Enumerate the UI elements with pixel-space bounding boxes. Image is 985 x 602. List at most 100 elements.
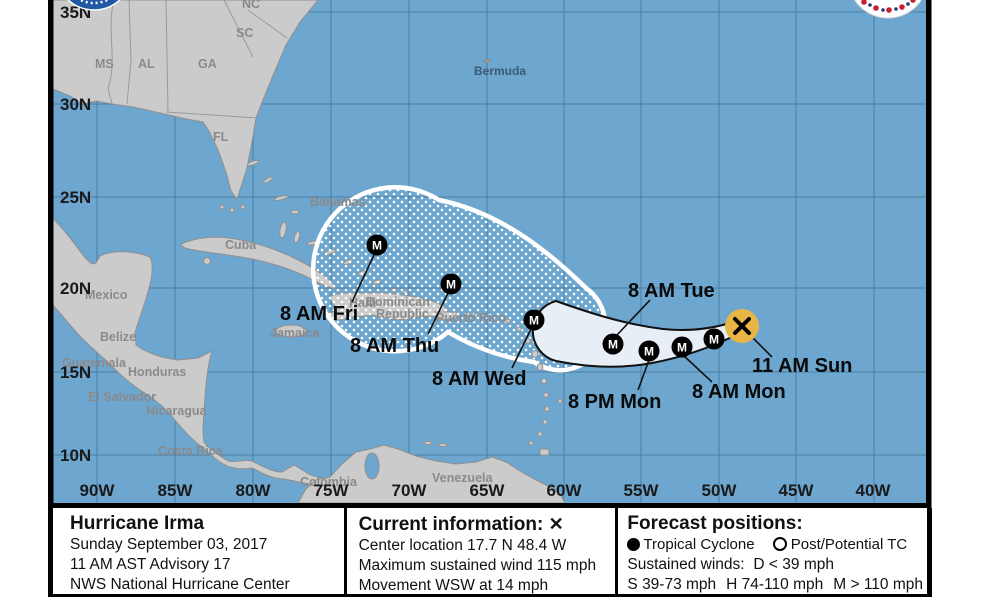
wind-categories-row: S 39-73 mph H 74-110 mph M > 110 mph [627,575,923,595]
legend-tropical-cyclone: Tropical Cyclone [643,536,755,553]
lon-label-80w: 80W [236,481,272,500]
land-isle-of-youth [203,257,211,265]
place-label-el-salvador: El Salvador [88,390,156,404]
place-label-nc: NC [242,0,260,11]
storm-summary-panel: Hurricane Irma Sunday September 03, 2017… [53,508,347,594]
map-frame [48,0,932,509]
track-label-8am-thu: 8 AM Thu [350,335,439,357]
lon-label-65w: 65W [470,481,506,500]
current-center-location: Center location 17.7 N 48.4 W [358,537,567,554]
nhc-logo [854,0,922,19]
lon-label-75w: 75W [314,481,350,500]
place-label-al: AL [138,57,155,71]
marker-letter: M [709,333,719,347]
wind-category-d: D < 39 mph [753,556,834,573]
track-label-8pm-mon: 8 PM Mon [568,391,661,413]
place-label-fl: FL [213,130,229,144]
land-jamaica [275,324,307,338]
marker-letter: M [372,239,382,253]
place-label-cuba: Cuba [225,238,257,252]
land-south-america [297,444,566,503]
land-united-states [53,0,319,201]
lat-label-10n: 10N [60,446,91,465]
forecast-positions-header: Forecast positions: [627,513,803,534]
current-max-wind: Maximum sustained wind 115 mph [358,557,597,574]
place-label-republic: Republic [376,307,429,321]
track-label-8am-fri: 8 AM Fri [280,303,358,325]
info-bar: Hurricane Irma Sunday September 03, 2017… [48,508,932,597]
wind-category-m: M > 110 mph [833,576,923,593]
forecast-marker-near-current: M [703,328,725,350]
maracaibo-lake [364,452,380,480]
place-label-bahamas: Bahamas [310,195,366,209]
place-label-haiti: Haiti [349,296,376,310]
lat-label-30n: 30N [60,95,91,114]
place-label-honduras: Honduras [128,365,186,379]
wind-category-s: S 39-73 mph [627,576,717,593]
lat-label-20n: 20N [60,279,91,298]
lesser-antilles-west-islands [423,441,550,456]
forecast-marker-wed: M [523,309,545,331]
wind-category-h: H 74-110 mph [726,576,824,593]
place-label-guatemala: Guatemala [62,356,127,370]
lon-label-85w: 85W [158,481,194,500]
forecast-marker-thu: M [440,273,462,295]
marker-letter: M [677,341,687,355]
place-label-venezuela: Venezuela [432,471,493,485]
place-label-ga: GA [198,57,217,71]
tropical-cyclone-icon [627,538,641,551]
place-label-jamaica: Jamaica [270,326,320,340]
track-leader-lines [351,254,773,391]
place-label-colombia: Colombia [300,475,358,489]
storm-agency: NWS National Hurricane Center [70,576,290,593]
place-label-mexico: Mexico [85,288,128,302]
current-position-x-icon [733,317,751,335]
lon-label-70w: 70W [392,481,428,500]
lon-label-90w: 90W [80,481,116,500]
legend-post-potential-tc: Post/Potential TC [790,536,908,553]
land-bermuda [483,58,491,64]
post-potential-tc-icon [772,537,787,551]
track-label-8am-tue: 8 AM Tue [628,280,715,302]
place-label-costa-rica: Costa Rica [158,444,224,458]
forecast-marker-8pm-mon: M [638,340,660,362]
place-label-belize: Belize [100,330,136,344]
lon-label-50w: 50W [702,481,738,500]
current-position-marker [725,309,759,343]
storm-advisory: 11 AM AST Advisory 17 [70,556,231,573]
lat-label-25n: 25N [60,188,91,207]
forecast-markers: M M M M M M M [366,234,725,362]
marker-letter: M [608,338,618,352]
lon-label-40w: 40W [856,481,892,500]
florida-keys [219,204,246,213]
current-information-panel: Current information: ✕ Center location 1… [347,508,619,594]
lon-label-45w: 45W [779,481,815,500]
forecast-marker-fri: M [366,234,388,256]
place-label-bermuda: Bermuda [474,64,526,78]
forecast-marker-tue: M [602,333,624,355]
sustained-winds-label: Sustained winds: [627,556,745,573]
current-information-title: Current information: [358,514,544,535]
place-label-sc: SC [236,26,253,40]
track-label-11am-sun: 11 AM Sun [752,355,852,377]
storm-name: Hurricane Irma [70,513,205,534]
place-label-dominican: Dominican [366,295,430,309]
place-label-ms: MS [95,57,114,71]
lon-label-55w: 55W [624,481,660,500]
storm-date: Sunday September 03, 2017 [70,536,268,553]
forecast-marker-8am-mon: M [671,336,693,358]
track-label-8am-mon: 8 AM Mon [692,381,786,403]
current-position-x-symbol: ✕ [548,514,564,534]
noaa-logo [67,0,121,11]
marker-letter: M [529,314,539,328]
current-information-header: Current information: ✕ [359,513,616,536]
place-label-nicaragua: Nicaragua [146,404,207,418]
us-state-borders [107,0,288,119]
current-movement: Movement WSW at 14 mph [358,577,549,594]
forecast-positions-panel: Forecast positions: Tropical Cyclone Pos… [618,508,927,594]
lat-label-15n: 15N [60,363,91,382]
place-label-puerto-rico: Puerto Rico [436,311,507,325]
marker-letter: M [446,278,456,292]
